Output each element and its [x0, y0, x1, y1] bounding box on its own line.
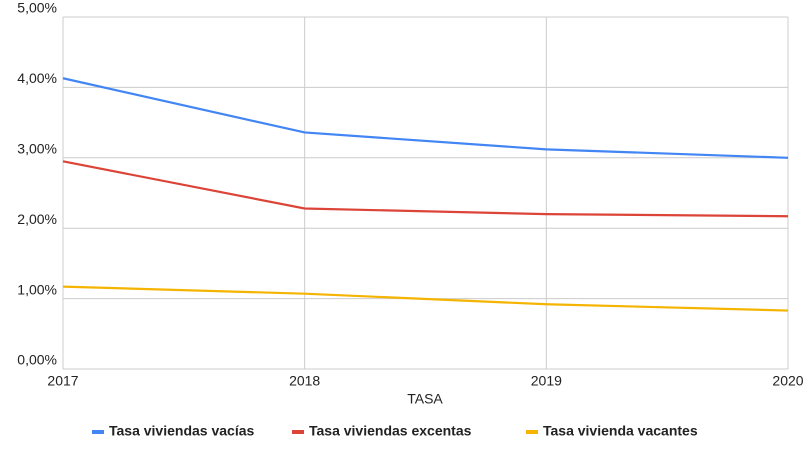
series-line — [62, 77, 789, 159]
x-tick-label: 2017 — [47, 373, 78, 389]
y-tick-label: 2,00% — [17, 211, 57, 227]
y-tick-label: 1,00% — [17, 281, 57, 297]
series-line — [62, 285, 789, 312]
x-axis-title: TASA — [407, 391, 443, 407]
x-tick-label: 2020 — [772, 373, 803, 389]
legend-swatch — [92, 430, 104, 434]
y-tick-label: 4,00% — [17, 70, 57, 86]
legend-label: Tasa viviendas vacías — [109, 423, 254, 439]
y-tick-label: 5,00% — [17, 0, 57, 16]
legend-label: Tasa viviendas excentas — [309, 423, 472, 439]
legend-label: Tasa vivienda vacantes — [543, 423, 698, 439]
x-tick-label: 2019 — [531, 373, 562, 389]
y-tick-label: 0,00% — [17, 352, 57, 368]
legend-swatch — [292, 430, 304, 434]
legend-swatch — [526, 430, 538, 434]
y-tick-label: 3,00% — [17, 141, 57, 157]
x-tick-label: 2018 — [289, 373, 320, 389]
series-line — [62, 160, 789, 218]
